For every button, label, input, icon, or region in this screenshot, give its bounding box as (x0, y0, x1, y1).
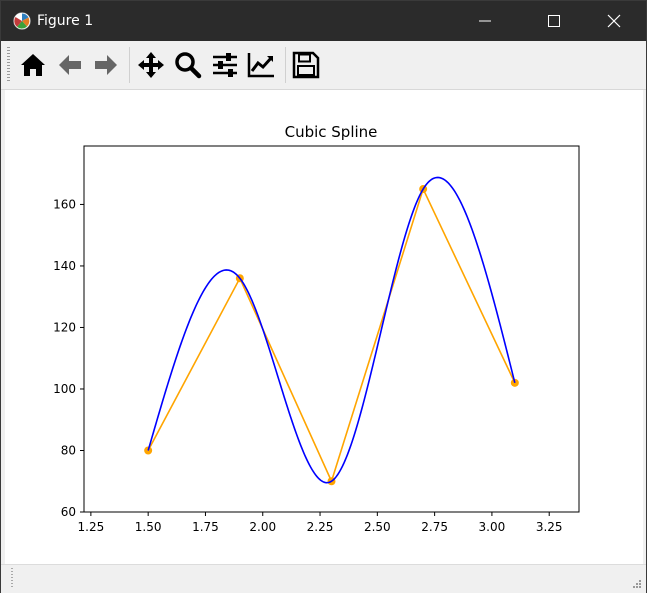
zoom-icon (175, 52, 202, 79)
toolbar-separator (285, 47, 286, 83)
x-tick-label: 2.00 (249, 520, 276, 534)
configure-subplots-icon (213, 53, 237, 77)
minimize-button[interactable] (462, 1, 508, 41)
x-tick-label: 1.25 (78, 520, 105, 534)
edit-axis-icon (247, 53, 274, 78)
resize-grip-icon[interactable] (632, 579, 642, 589)
save-icon (292, 51, 320, 79)
x-tick-label: 1.75 (192, 520, 219, 534)
y-tick-label: 100 (53, 382, 76, 396)
axes-frame (83, 145, 580, 513)
data-point (510, 378, 519, 387)
back-button[interactable] (53, 48, 87, 82)
x-tick-label: 3.00 (479, 520, 506, 534)
x-tick-label: 1.50 (135, 520, 162, 534)
maximize-icon (548, 15, 560, 27)
y-tick-label: 80 (61, 443, 76, 457)
save-button[interactable] (289, 48, 323, 82)
navigation-toolbar (1, 41, 646, 90)
edit-axis-button[interactable] (244, 48, 278, 82)
x-tick-label: 3.25 (536, 520, 563, 534)
pan-button[interactable] (134, 48, 168, 82)
title-bar[interactable]: Figure 1 (1, 1, 646, 41)
y-tick-label: 60 (61, 505, 76, 519)
y-tick-label: 140 (53, 259, 76, 273)
forward-button[interactable] (89, 48, 123, 82)
home-icon (21, 54, 45, 76)
plot-curves (144, 176, 519, 486)
pan-icon (138, 52, 164, 78)
home-button[interactable] (16, 48, 50, 82)
toolbar-separator (129, 47, 130, 83)
window-title: Figure 1 (37, 13, 94, 29)
configure-subplots-button[interactable] (208, 48, 242, 82)
forward-arrow-icon (95, 55, 117, 75)
figure-canvas[interactable]: Cubic Spline 1.25 1.50 1.75 2.00 2.25 2.50 2.7… (5, 90, 643, 564)
plot-title: Cubic Spline (285, 123, 378, 141)
x-tick-label: 2.75 (421, 520, 448, 534)
close-icon (607, 14, 621, 28)
app-icon (13, 12, 31, 30)
y-tick-label: 160 (53, 197, 76, 211)
x-axis: 1.25 1.50 1.75 2.00 2.25 2.50 2.75 3.00 3.25 (78, 512, 563, 534)
spline-curve (147, 176, 516, 484)
status-bar (1, 564, 646, 593)
y-axis: 60 80 100 120 140 160 (53, 197, 84, 519)
data-line (147, 186, 516, 484)
maximize-button[interactable] (531, 1, 577, 41)
back-arrow-icon (59, 55, 81, 75)
x-tick-label: 2.50 (364, 520, 391, 534)
close-button[interactable] (591, 1, 637, 41)
x-tick-label: 2.25 (307, 520, 334, 534)
y-tick-label: 120 (53, 320, 76, 334)
status-grip (11, 568, 13, 588)
cubic-spline-plot[interactable]: Cubic Spline 1.25 1.50 1.75 2.00 2.25 2.50 2.7… (5, 90, 643, 564)
toolbar-grip[interactable] (7, 47, 10, 83)
zoom-button[interactable] (171, 48, 205, 82)
minimize-icon (479, 20, 491, 22)
